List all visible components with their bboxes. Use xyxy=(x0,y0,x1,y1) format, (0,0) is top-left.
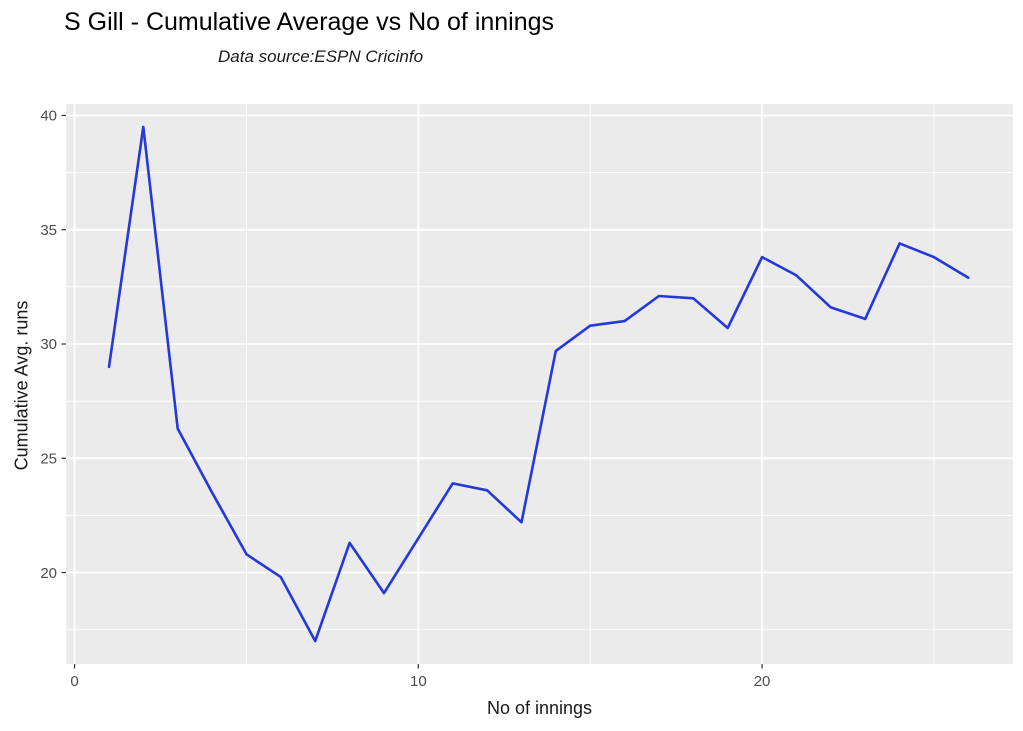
y-axis-title: Cumulative Avg. runs xyxy=(11,300,32,471)
y-tick-label: 35 xyxy=(40,222,57,239)
x-tick-label: 0 xyxy=(70,673,78,690)
x-tick-label: 20 xyxy=(754,673,771,690)
data-line xyxy=(107,125,970,643)
chart-subtitle: Data source:ESPN Cricinfo xyxy=(218,47,424,66)
y-tick-label: 30 xyxy=(40,336,57,353)
y-tick-label: 25 xyxy=(40,450,57,467)
plot-panel-bg xyxy=(66,104,1013,664)
y-tick-label: 20 xyxy=(40,565,57,582)
chart-title: S Gill - Cumulative Average vs No of inn… xyxy=(64,8,555,36)
x-axis-title: No of innings xyxy=(486,698,593,718)
y-tick-label: 40 xyxy=(40,108,57,125)
x-tick-label: 10 xyxy=(410,673,427,690)
